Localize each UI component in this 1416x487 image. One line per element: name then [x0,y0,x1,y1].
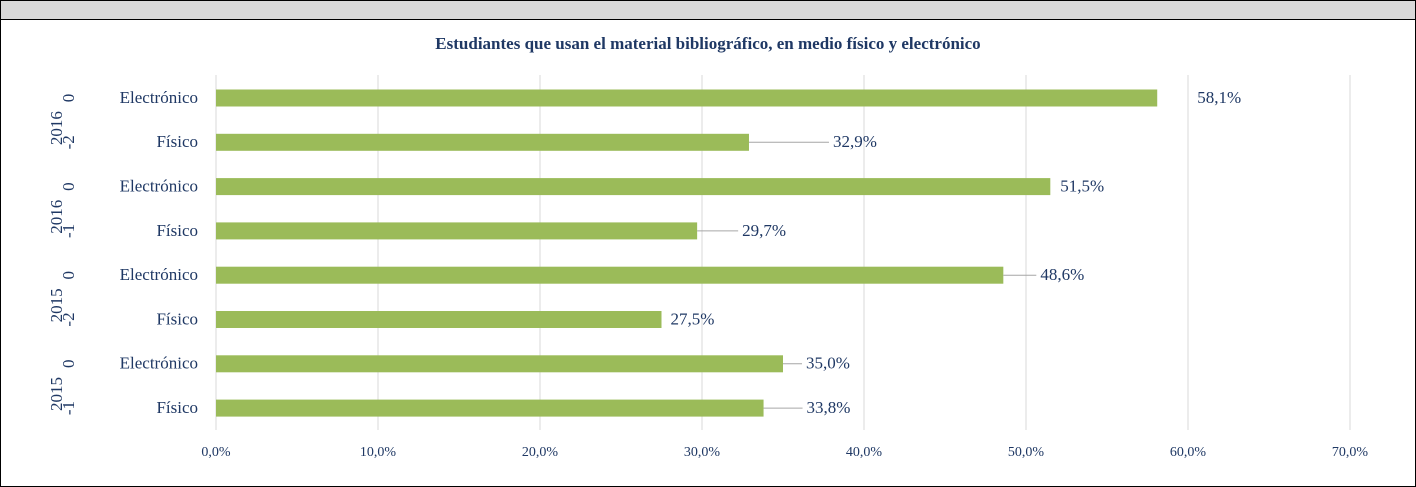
x-tick-label: 70,0% [1332,445,1369,460]
y-tick-label: Físico [156,309,198,328]
x-tick-label: 40,0% [846,445,883,460]
data-label: 32,9% [833,132,877,151]
data-label: 33,8% [807,398,851,417]
data-label: 51,5% [1060,177,1104,196]
y-tick-label: Electrónico [120,354,198,373]
group-label: 0 [59,271,78,280]
group-label: 0 [59,94,78,103]
chart-title: Estudiantes que usan el material bibliog… [435,34,980,53]
bar [216,266,1004,284]
bar [216,311,662,328]
y-tick-label: Físico [156,398,198,417]
data-label: 48,6% [1040,265,1084,284]
x-tick-label: 10,0% [360,445,397,460]
data-label: 29,7% [742,221,786,240]
group-label: 2015 [47,377,66,411]
y-tick-label: Físico [156,221,198,240]
bar [216,355,783,373]
group-label: 2015 [47,288,66,322]
y-tick-label: Electrónico [120,177,198,196]
group-label: 0 [59,360,78,369]
bar [216,133,749,151]
data-label: 58,1% [1197,88,1241,107]
y-tick-label: Electrónico [120,265,198,284]
group-label: -1 [59,401,78,415]
group-label: 2016 [47,111,66,145]
group-label: -2 [59,312,78,326]
group-label: 0 [59,182,78,191]
group-label: -1 [59,224,78,238]
group-label: -2 [59,135,78,149]
bar [216,399,764,417]
group-label: 2016 [47,200,66,234]
x-tick-label: 50,0% [1008,445,1045,460]
bar [216,89,1158,107]
data-label: 27,5% [671,309,715,328]
x-tick-label: 20,0% [522,445,559,460]
top-bar [0,0,1416,20]
y-tick-label: Físico [156,132,198,151]
x-tick-label: 0,0% [201,445,231,460]
y-tick-label: Electrónico [120,88,198,107]
data-label: 35,0% [806,354,850,373]
x-tick-label: 30,0% [684,445,721,460]
bar [216,178,1051,196]
bar [216,222,698,240]
x-tick-label: 60,0% [1170,445,1207,460]
